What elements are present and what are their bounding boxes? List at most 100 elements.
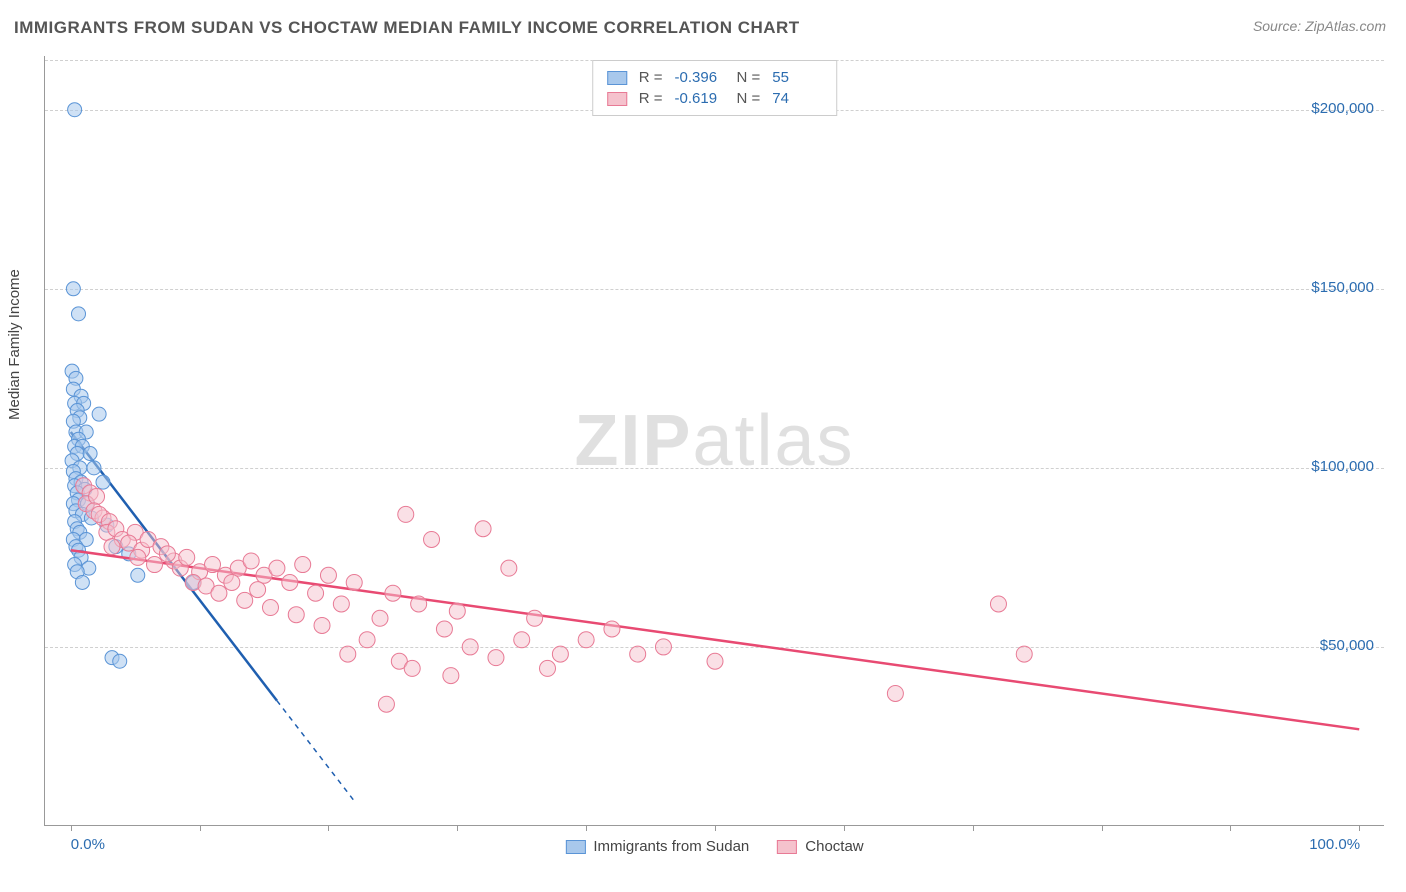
data-point <box>75 575 89 589</box>
data-point <box>243 553 259 569</box>
data-point <box>250 582 266 598</box>
data-point <box>655 639 671 655</box>
data-point <box>552 646 568 662</box>
x-tick <box>200 825 201 831</box>
data-point <box>269 560 285 576</box>
source-label: Source: <box>1253 18 1305 34</box>
legend-swatch-1 <box>607 92 627 106</box>
data-point <box>578 632 594 648</box>
data-point <box>288 607 304 623</box>
data-point <box>308 585 324 601</box>
chart-container: IMMIGRANTS FROM SUDAN VS CHOCTAW MEDIAN … <box>0 0 1406 892</box>
data-point <box>1016 646 1032 662</box>
data-point <box>449 603 465 619</box>
data-point <box>92 407 106 421</box>
x-tick <box>328 825 329 831</box>
legend-swatch-0 <box>607 71 627 85</box>
r-label-1: R = <box>639 90 663 107</box>
x-tick <box>457 825 458 831</box>
data-point <box>346 574 362 590</box>
trend-line-dashed-0 <box>277 701 354 801</box>
data-point <box>159 546 175 562</box>
r-value-0: -0.396 <box>675 69 725 86</box>
data-point <box>224 574 240 590</box>
data-point <box>72 307 86 321</box>
x-tick <box>586 825 587 831</box>
data-point <box>333 596 349 612</box>
x-tick <box>71 825 72 831</box>
data-point <box>527 610 543 626</box>
data-point <box>340 646 356 662</box>
source-attribution: Source: ZipAtlas.com <box>1253 18 1386 34</box>
data-point <box>630 646 646 662</box>
data-point <box>320 567 336 583</box>
data-point <box>314 617 330 633</box>
data-point <box>104 539 120 555</box>
data-point <box>68 103 82 117</box>
data-point <box>514 632 530 648</box>
data-point <box>179 549 195 565</box>
data-point <box>359 632 375 648</box>
data-point <box>147 557 163 573</box>
data-point <box>131 568 145 582</box>
data-point <box>990 596 1006 612</box>
data-point <box>887 685 903 701</box>
legend-series: Immigrants from Sudan Choctaw <box>565 838 863 855</box>
data-point <box>113 654 127 668</box>
r-value-1: -0.619 <box>675 90 725 107</box>
data-point <box>378 696 394 712</box>
scatter-svg <box>45 56 1384 825</box>
y-axis-label: Median Family Income <box>6 269 23 420</box>
data-point <box>604 621 620 637</box>
legend-label-1: Choctaw <box>805 838 863 855</box>
data-point <box>436 621 452 637</box>
data-point <box>462 639 478 655</box>
n-label-0: N = <box>737 69 761 86</box>
data-point <box>404 660 420 676</box>
plot-area: ZIPatlas $50,000$100,000$150,000$200,000… <box>44 56 1384 826</box>
data-point <box>443 668 459 684</box>
legend-swatch-b1 <box>777 840 797 854</box>
x-tick <box>715 825 716 831</box>
n-value-1: 74 <box>772 90 822 107</box>
data-point <box>372 610 388 626</box>
legend-row-1: R = -0.619 N = 74 <box>607 88 823 109</box>
data-point <box>89 489 105 505</box>
data-point <box>501 560 517 576</box>
data-point <box>707 653 723 669</box>
legend-label-0: Immigrants from Sudan <box>593 838 749 855</box>
data-point <box>385 585 401 601</box>
x-tick-label: 0.0% <box>71 836 105 853</box>
legend-swatch-b0 <box>565 840 585 854</box>
legend-row-0: R = -0.396 N = 55 <box>607 67 823 88</box>
data-point <box>66 282 80 296</box>
data-point <box>83 447 97 461</box>
x-tick <box>1359 825 1360 831</box>
data-point <box>540 660 556 676</box>
r-label-0: R = <box>639 69 663 86</box>
x-tick <box>1102 825 1103 831</box>
legend-item-1: Choctaw <box>777 838 863 855</box>
data-point <box>398 506 414 522</box>
data-point <box>282 574 298 590</box>
legend-correlation-box: R = -0.396 N = 55 R = -0.619 N = 74 <box>592 60 838 116</box>
data-point <box>87 461 101 475</box>
chart-title: IMMIGRANTS FROM SUDAN VS CHOCTAW MEDIAN … <box>14 18 800 38</box>
data-point <box>262 600 278 616</box>
data-point <box>488 650 504 666</box>
legend-item-0: Immigrants from Sudan <box>565 838 749 855</box>
x-tick <box>973 825 974 831</box>
data-point <box>130 549 146 565</box>
data-point <box>295 557 311 573</box>
x-tick <box>1230 825 1231 831</box>
data-point <box>424 531 440 547</box>
source-name: ZipAtlas.com <box>1305 18 1386 34</box>
n-value-0: 55 <box>772 69 822 86</box>
n-label-1: N = <box>737 90 761 107</box>
data-point <box>237 592 253 608</box>
x-tick <box>844 825 845 831</box>
x-tick-label: 100.0% <box>1309 836 1360 853</box>
data-point <box>205 557 221 573</box>
data-point <box>96 475 110 489</box>
data-point <box>411 596 427 612</box>
